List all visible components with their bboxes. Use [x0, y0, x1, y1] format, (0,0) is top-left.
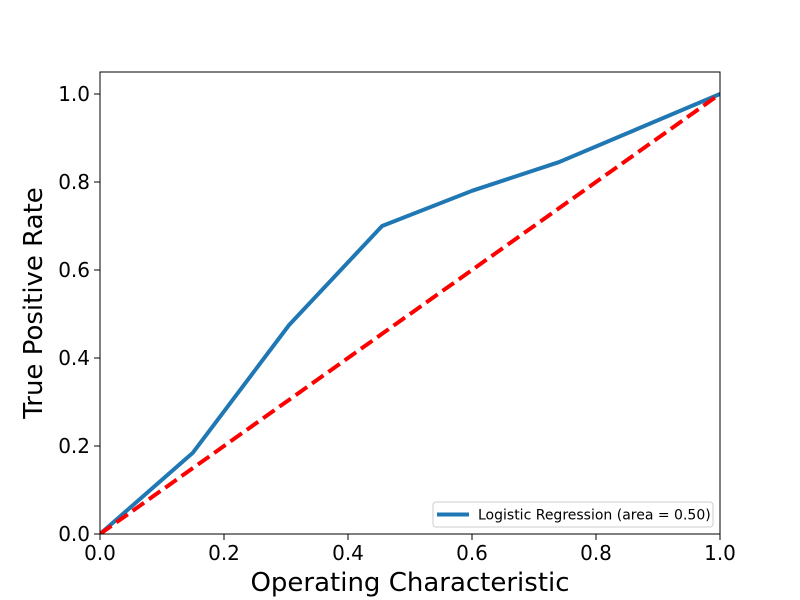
y-tick-label: 0.4 — [58, 346, 90, 370]
y-tick-label: 0.8 — [58, 170, 90, 194]
legend-label-logistic-regression: Logistic Regression (area = 0.50) — [478, 508, 711, 524]
x-tick-label: 0.6 — [456, 541, 488, 565]
x-tick-label: 0.4 — [332, 541, 364, 565]
x-axis: 0.0 0.2 0.4 0.6 0.8 1.0 — [84, 534, 736, 565]
series-layer — [100, 92, 720, 534]
y-axis-label: True Positive Rate — [19, 187, 49, 420]
y-axis: 0.0 0.2 0.4 0.6 0.8 1.0 — [58, 82, 100, 546]
y-tick-label: 0.2 — [58, 434, 90, 458]
series-line-logistic-regression — [100, 92, 720, 534]
y-tick-label: 0.6 — [58, 258, 90, 282]
y-tick-label: 1.0 — [58, 82, 90, 106]
y-tick-label: 0.0 — [58, 522, 90, 546]
plot-frame — [99, 71, 721, 535]
plot-background — [100, 72, 720, 534]
x-tick-label: 0.8 — [580, 541, 612, 565]
x-tick-label: 0.0 — [84, 541, 116, 565]
legend: Logistic Regression (area = 0.50) — [432, 501, 714, 528]
x-tick-label: 1.0 — [704, 541, 736, 565]
x-axis-label: Operating Characteristic — [250, 568, 569, 598]
x-tick-label: 0.2 — [208, 541, 240, 565]
series-line-chance-diagonal — [100, 92, 720, 534]
legend-box — [432, 501, 714, 528]
